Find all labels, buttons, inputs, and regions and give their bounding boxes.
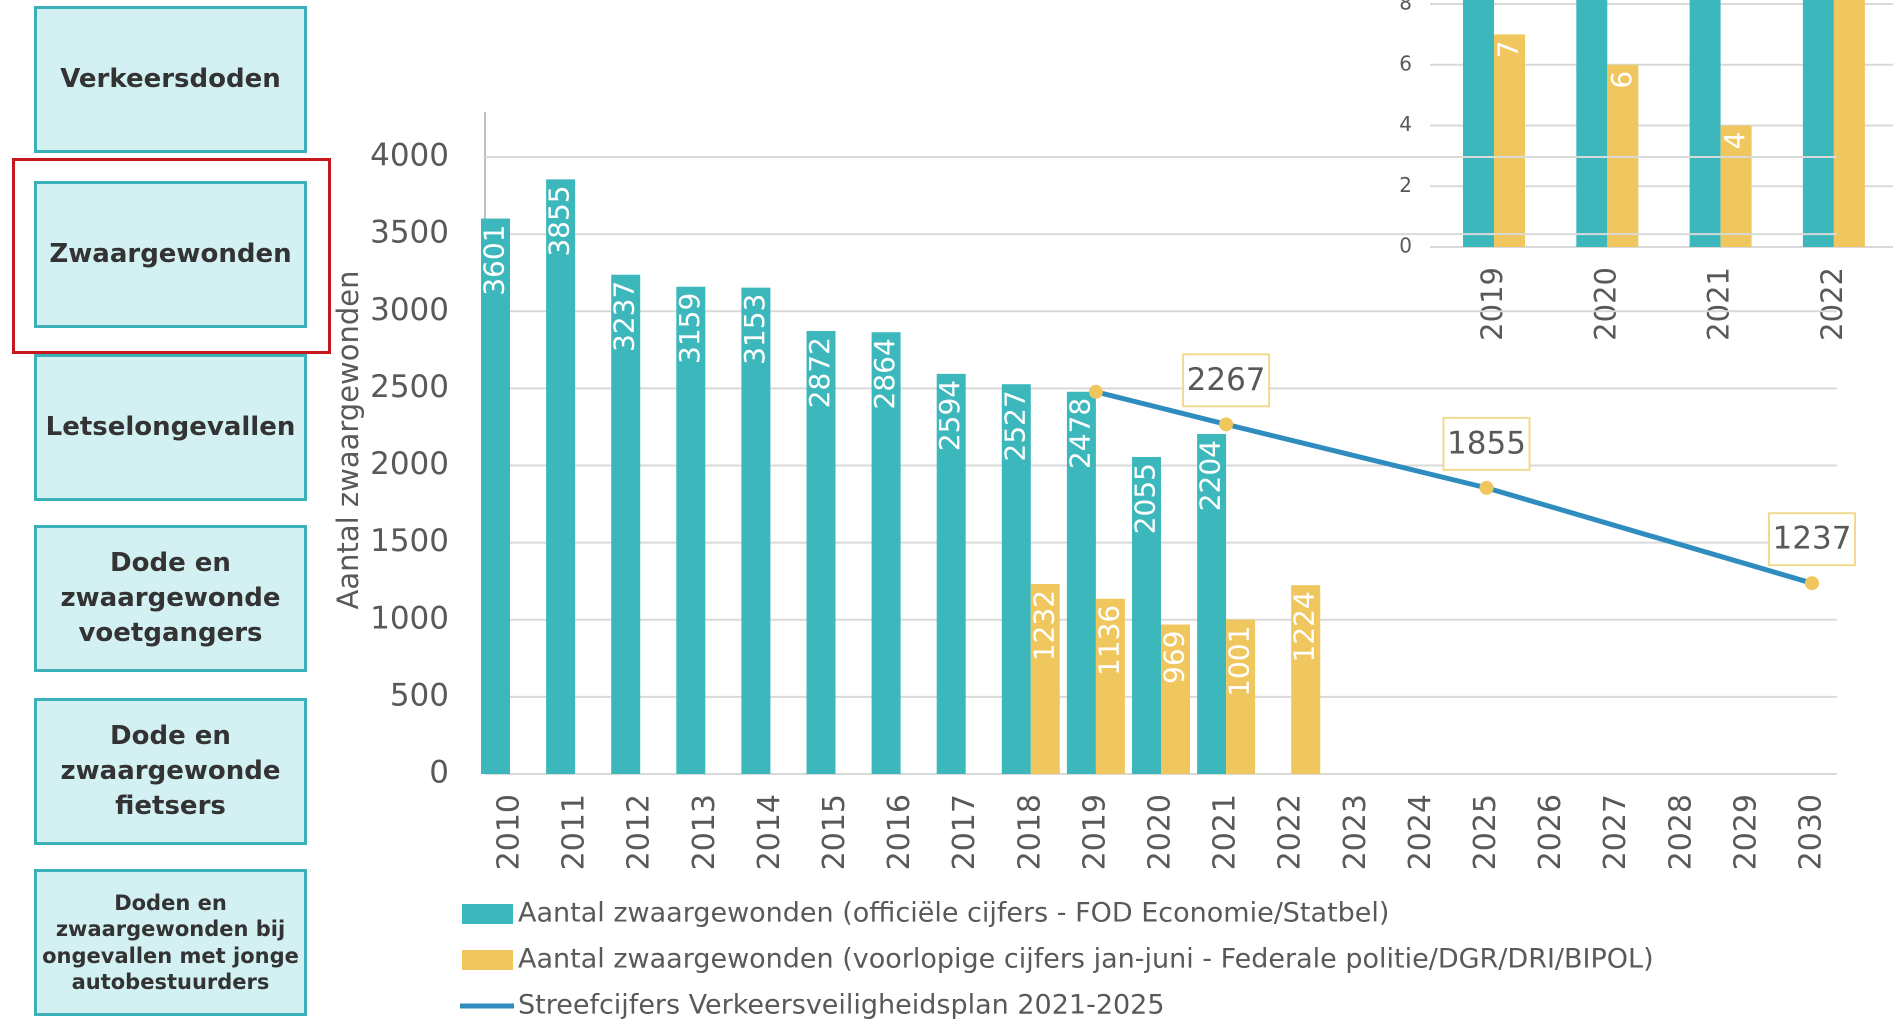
bar	[1690, 0, 1721, 247]
legend-swatch	[462, 904, 513, 924]
bar	[481, 219, 510, 774]
x-tick-label: 2020	[1143, 794, 1178, 870]
x-tick-label: 2014	[752, 794, 787, 870]
value-label: 1237	[1773, 521, 1852, 557]
y-tick-label: 6	[1399, 51, 1412, 75]
y-tick-label: 2	[1399, 173, 1412, 197]
value-label: 1855	[1447, 425, 1526, 461]
y-tick-label: 2500	[370, 369, 449, 405]
x-tick-label: 2023	[1338, 794, 1373, 870]
value-label: 1224	[1288, 591, 1321, 662]
value-label: 6	[1605, 71, 1638, 89]
target-point	[1805, 576, 1819, 590]
x-tick-label: 2029	[1728, 794, 1763, 870]
x-tick-label: 2022	[1273, 794, 1308, 870]
legend-swatch	[462, 950, 513, 970]
chart-layer: 0246820192020202120221010101076410	[1386, 0, 1893, 350]
x-tick-label: 2030	[1794, 794, 1829, 870]
value-label: 3159	[673, 293, 706, 364]
value-label: 2527	[998, 390, 1031, 461]
nav-button[interactable]: Letselongevallen	[34, 354, 307, 501]
y-tick-label: 3500	[370, 215, 449, 251]
x-tick-label: 2020	[1588, 267, 1622, 341]
x-tick-label: 2027	[1598, 794, 1633, 870]
value-label: 2204	[1194, 440, 1227, 511]
x-tick-label: 2017	[947, 794, 982, 870]
nav-button[interactable]: Dode en zwaargewonde fietsers	[34, 698, 307, 845]
x-tick-label: 2026	[1533, 794, 1568, 870]
value-label: 3237	[608, 281, 641, 352]
value-label: 2055	[1129, 463, 1162, 534]
bar	[1834, 0, 1865, 247]
nav-button[interactable]: Verkeersdoden	[34, 6, 307, 153]
x-tick-label: 2028	[1663, 794, 1698, 870]
x-tick-label: 2015	[817, 794, 852, 870]
y-tick-label: 0	[429, 755, 449, 791]
bar	[1463, 0, 1494, 247]
bar	[1494, 34, 1525, 247]
y-tick-label: 2000	[370, 446, 449, 482]
value-label: 4	[1718, 132, 1751, 150]
y-tick-label: 1500	[370, 523, 449, 559]
bar	[1607, 65, 1638, 247]
value-label: 2864	[868, 338, 901, 409]
x-tick-label: 2021	[1702, 267, 1736, 341]
bar	[1576, 0, 1607, 247]
legend-label: Aantal zwaargewonden (voorlopige cijfers…	[518, 944, 1654, 975]
y-tick-label: 1000	[370, 600, 449, 636]
value-label: 2267	[1187, 362, 1266, 398]
x-tick-label: 2019	[1475, 267, 1509, 341]
legend-label: Aantal zwaargewonden (officiële cijfers …	[518, 898, 1389, 929]
x-tick-label: 2010	[492, 794, 527, 870]
bar	[1803, 0, 1834, 247]
value-label: 969	[1158, 631, 1191, 684]
nav-button[interactable]: Doden en zwaargewonden bij ongevallen me…	[34, 869, 307, 1016]
nav-button[interactable]: Dode en zwaargewonde voetgangers	[34, 525, 307, 672]
selection-frame	[12, 158, 331, 354]
target-point	[1219, 417, 1233, 431]
value-label: 2872	[803, 337, 836, 408]
x-tick-label: 2018	[1012, 794, 1047, 870]
y-tick-label: 0	[1399, 234, 1412, 258]
value-label: 1001	[1223, 626, 1256, 697]
x-tick-label: 2019	[1077, 794, 1112, 870]
y-tick-label: 4	[1399, 112, 1412, 136]
value-label: 3153	[738, 294, 771, 365]
value-label: 1136	[1092, 605, 1125, 676]
value-label: 7	[1492, 40, 1525, 58]
value-label: 1232	[1027, 590, 1060, 661]
x-tick-label: 2025	[1468, 794, 1503, 870]
page: 0246820192020202120221010101076410050010…	[0, 0, 1893, 1028]
legend-label: Streefcijfers Verkeersveiligheidsplan 20…	[518, 990, 1165, 1021]
target-point	[1480, 481, 1494, 495]
x-tick-label: 2016	[882, 794, 917, 870]
value-label: 2594	[933, 380, 966, 451]
x-tick-label: 2024	[1403, 794, 1438, 870]
x-tick-label: 2011	[557, 794, 592, 870]
value-label: 3855	[543, 185, 576, 256]
x-tick-label: 2022	[1815, 267, 1849, 341]
value-label: 3601	[478, 225, 511, 296]
y-tick-label: 500	[390, 677, 449, 713]
y-tick-label: 4000	[370, 138, 449, 174]
y-tick-label: 8	[1399, 0, 1412, 15]
value-label: 2478	[1063, 398, 1096, 469]
x-tick-label: 2012	[622, 794, 657, 870]
x-tick-label: 2021	[1208, 794, 1243, 870]
bar	[546, 179, 575, 774]
target-point	[1089, 385, 1103, 399]
x-tick-label: 2013	[687, 794, 722, 870]
y-tick-label: 3000	[370, 292, 449, 328]
